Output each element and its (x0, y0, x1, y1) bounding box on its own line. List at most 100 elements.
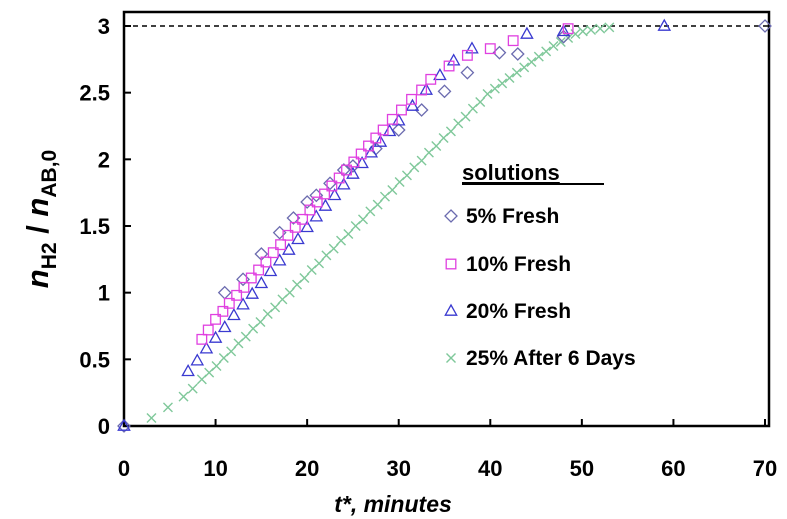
data-point-triangle (346, 166, 360, 179)
y-tick-label: 2 (98, 147, 110, 172)
data-point-x (519, 62, 530, 73)
data-point-x (604, 22, 615, 33)
data-point-x (146, 413, 157, 423)
data-point-diamond (758, 19, 772, 33)
data-point-square (370, 132, 382, 144)
data-point-square (341, 164, 352, 176)
legend-items: 5% Fresh 10% Fresh 20% Fresh 25% After 6 Da… (444, 205, 636, 370)
data-point-square (507, 35, 519, 47)
data-point-x (270, 302, 281, 313)
y-axis-title-sep: / (20, 217, 55, 243)
data-point-x (504, 73, 515, 83)
y-tick-label: 3 (98, 14, 110, 39)
data-point-square (333, 172, 345, 184)
data-point-x (431, 141, 442, 151)
y-axis-title-sub2: AB,0 (38, 150, 61, 198)
data-point-diamond (437, 84, 452, 99)
data-point-x (445, 126, 456, 137)
x-tick-label: 10 (203, 456, 227, 481)
data-point-square (223, 297, 235, 309)
data-point-x (255, 317, 266, 327)
y-tick-label: 2.5 (79, 81, 110, 106)
data-point-x (416, 155, 427, 166)
data-point-square (260, 256, 272, 268)
series-square (196, 23, 574, 345)
data-point-diamond (460, 65, 475, 80)
data-point-triangle (181, 364, 195, 377)
data-point-triangle (117, 418, 131, 431)
data-point-triangle (405, 98, 420, 111)
data-point-x (328, 243, 339, 254)
x-axis-ticks: 0 10 20 30 40 50 60 70 (118, 419, 777, 481)
data-point-x (577, 26, 588, 37)
data-point-triangle (217, 320, 232, 333)
data-point-triangle (373, 134, 388, 147)
data-point-triangle (199, 341, 214, 354)
legend-label: 20% Fresh (466, 300, 571, 323)
data-point-x (586, 25, 597, 35)
data-point-x (226, 346, 237, 357)
data-point-square (245, 272, 257, 284)
y-axis-title-n2: n (20, 198, 55, 217)
data-point-square (386, 113, 398, 125)
data-point-square (304, 204, 316, 216)
data-point-square (267, 247, 279, 259)
x-tick-label: 0 (118, 456, 130, 481)
data-point-x (475, 97, 486, 107)
data-point-diamond (510, 47, 525, 61)
data-point-diamond (117, 419, 131, 433)
data-point-x (211, 361, 222, 371)
legend-marker-square (445, 258, 457, 270)
legend-label: 10% Fresh (466, 253, 571, 276)
data-point-x (526, 57, 537, 67)
data-point-triangle (382, 124, 397, 137)
x-tick-label: 60 (661, 456, 685, 481)
y-tick-label: 0 (98, 414, 110, 439)
legend-title: solutions (462, 160, 560, 185)
x-axis-title: t*, minutes (334, 491, 452, 517)
data-point-square (311, 196, 323, 208)
data-point-square (363, 140, 374, 152)
data-point-triangle (433, 68, 447, 81)
data-point-square (319, 188, 330, 200)
data-point-triangle (309, 209, 324, 222)
data-point-square (396, 104, 407, 116)
data-point-x (162, 402, 173, 413)
data-point-square (425, 73, 437, 85)
data-point-triangle (336, 177, 351, 190)
data-point-square (355, 148, 367, 160)
y-axis-title-n1: n (20, 269, 55, 288)
data-point-square (210, 313, 222, 325)
data-point-square (217, 305, 229, 317)
data-point-square (238, 281, 250, 293)
series-diamond (117, 19, 772, 433)
data-point-x (548, 41, 559, 51)
data-point-square (275, 239, 287, 251)
data-point-triangle (190, 353, 205, 366)
data-point-square (231, 289, 243, 301)
data-point-square (416, 84, 428, 96)
data-point-triangle (254, 276, 269, 289)
data-point-triangle (291, 232, 305, 245)
data-point-x (497, 78, 508, 89)
data-point-triangle (364, 145, 379, 158)
data-point-triangle (208, 330, 223, 343)
data-point-diamond (556, 29, 571, 44)
x-tick-label: 40 (478, 456, 502, 481)
plot-frame (122, 10, 771, 428)
data-point-square (196, 333, 208, 345)
data-point-x (387, 185, 398, 195)
data-point-triangle (236, 297, 250, 310)
data-point-triangle (556, 24, 571, 37)
series-layer (117, 18, 772, 433)
data-point-x (533, 51, 544, 62)
y-tick-label: 1 (98, 281, 110, 306)
data-point-square (202, 324, 214, 336)
data-point-square (326, 180, 338, 192)
data-point-triangle (657, 18, 672, 31)
data-point-square (289, 221, 301, 233)
y-tick-label: 1.5 (79, 214, 110, 239)
y-tick-label: 0.5 (79, 347, 110, 372)
data-point-triangle (263, 264, 278, 277)
